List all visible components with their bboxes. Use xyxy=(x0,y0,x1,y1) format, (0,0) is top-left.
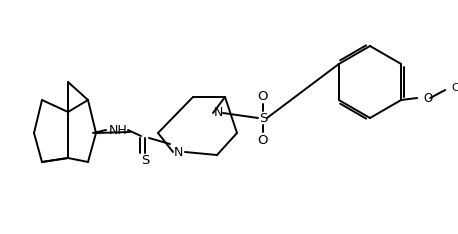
Text: O: O xyxy=(258,134,268,146)
Text: O: O xyxy=(258,89,268,102)
Text: S: S xyxy=(141,154,149,167)
Text: N: N xyxy=(213,106,223,120)
Text: CH₃: CH₃ xyxy=(451,83,458,93)
Text: N: N xyxy=(173,146,183,158)
Text: O: O xyxy=(423,91,432,105)
Text: S: S xyxy=(259,111,267,124)
Text: NH: NH xyxy=(109,124,127,136)
